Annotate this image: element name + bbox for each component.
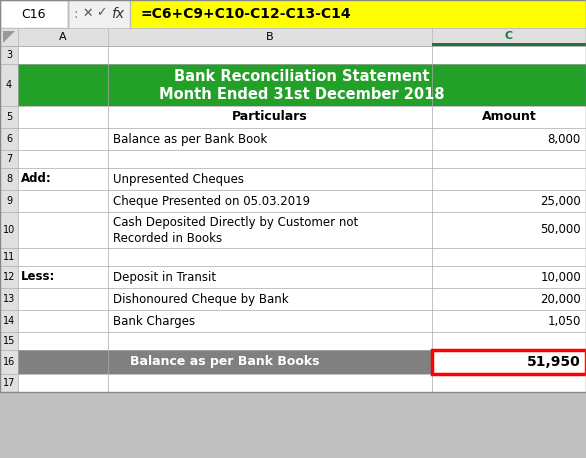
Bar [432,43,586,46]
Text: 6: 6 [6,134,12,144]
Text: 20,000: 20,000 [540,293,581,305]
Bar [0,0,586,28]
Text: 10,000: 10,000 [540,271,581,284]
Text: Unpresented Cheques: Unpresented Cheques [113,173,244,185]
Text: Bank Charges: Bank Charges [113,315,195,327]
Text: 14: 14 [3,316,15,326]
Text: B: B [266,32,274,42]
Text: Balance as per Bank Books: Balance as per Bank Books [130,355,320,369]
Text: ✕: ✕ [83,6,93,20]
Text: 51,950: 51,950 [527,355,581,369]
Text: Bank Reconciliation Statement: Bank Reconciliation Statement [174,69,430,84]
Text: 16: 16 [3,357,15,367]
Text: ✓: ✓ [96,6,106,20]
Text: 10: 10 [3,225,15,235]
Bar [18,64,586,106]
Bar [432,350,586,374]
Text: Month Ended 31st December 2018: Month Ended 31st December 2018 [159,87,445,102]
Text: 12: 12 [3,272,15,282]
Bar [0,46,18,392]
Bar [432,28,586,46]
Polygon shape [3,31,15,43]
Text: 17: 17 [3,378,15,388]
Text: 8: 8 [6,174,12,184]
Text: C16: C16 [22,7,46,21]
Text: Dishonoured Cheque by Bank: Dishonoured Cheque by Bank [113,293,289,305]
Text: Amount: Amount [482,110,536,124]
Text: Deposit in Transit: Deposit in Transit [113,271,216,284]
Text: Cheque Presented on 05.03.2019: Cheque Presented on 05.03.2019 [113,195,310,207]
Bar [0,0,68,28]
Text: Less:: Less: [21,271,55,284]
Bar [0,0,586,392]
Text: 3: 3 [6,50,12,60]
Text: 1,050: 1,050 [548,315,581,327]
Text: C: C [505,31,513,41]
Bar [18,350,432,374]
Text: 5: 5 [6,112,12,122]
Text: Balance as per Bank Book: Balance as per Bank Book [113,132,267,146]
Text: Cash Deposited Directly by Customer not: Cash Deposited Directly by Customer not [113,216,358,229]
Text: Particulars: Particulars [232,110,308,124]
Bar [0,28,586,46]
Text: 7: 7 [6,154,12,164]
Text: 4: 4 [6,80,12,90]
Text: Add:: Add: [21,173,52,185]
Bar [18,46,586,392]
Text: =C6+C9+C10-C12-C13-C14: =C6+C9+C10-C12-C13-C14 [140,7,350,21]
Bar [108,28,432,46]
Text: :: : [74,7,79,21]
Text: 9: 9 [6,196,12,206]
Text: A: A [59,32,67,42]
Text: 15: 15 [3,336,15,346]
Bar [130,0,586,28]
Text: 8,000: 8,000 [548,132,581,146]
Text: Recorded in Books: Recorded in Books [113,232,222,245]
Text: 13: 13 [3,294,15,304]
Text: 50,000: 50,000 [540,224,581,236]
Bar [18,28,108,46]
Text: 11: 11 [3,252,15,262]
Text: fx: fx [111,7,125,21]
Text: 25,000: 25,000 [540,195,581,207]
Bar [0,28,18,46]
